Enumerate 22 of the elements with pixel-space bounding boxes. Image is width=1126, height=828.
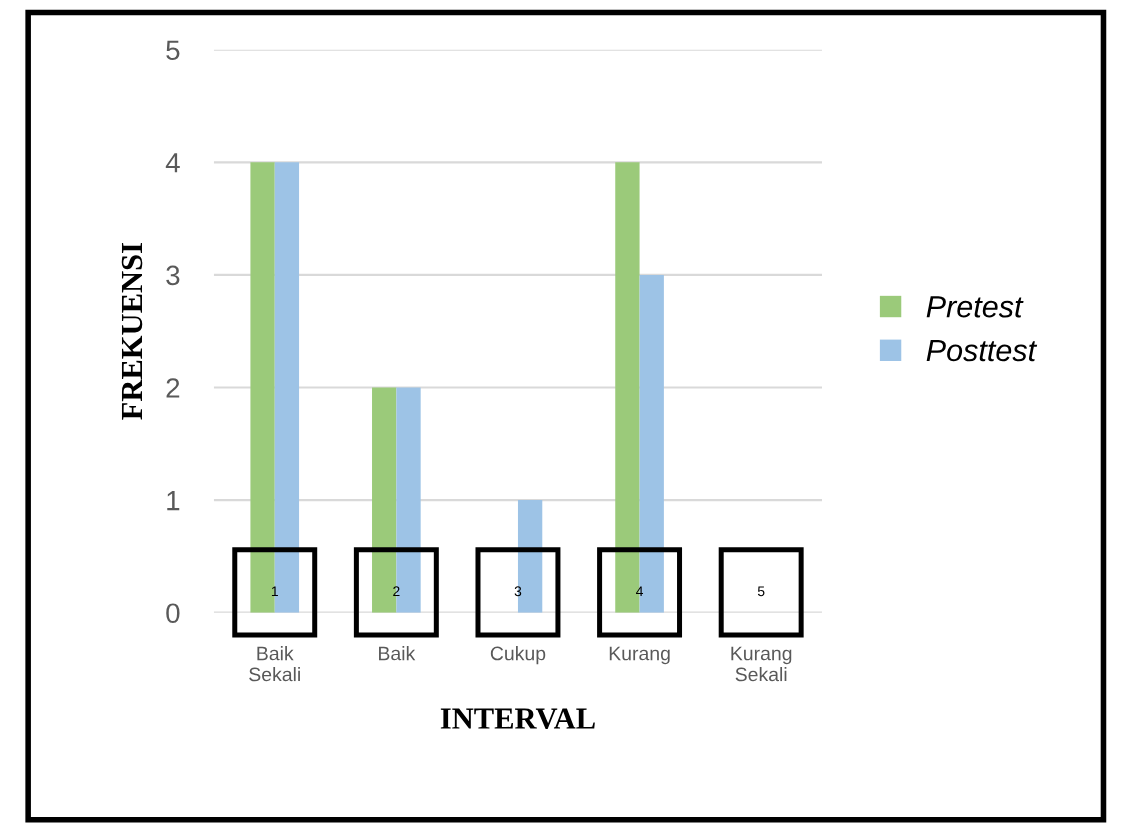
legend-label: Pretest xyxy=(926,296,1024,318)
bar xyxy=(250,162,275,613)
x-tick-label: Kurang Sekali xyxy=(731,646,792,682)
y-tick-label: 3 xyxy=(166,265,180,286)
y-tick-label: 4 xyxy=(165,153,180,173)
bar xyxy=(274,162,300,613)
y-tick-label: 0 xyxy=(166,603,180,624)
bar xyxy=(517,500,543,613)
x-tick-label: Baik Sekali xyxy=(249,646,300,682)
x-axis-title: INTERVAL xyxy=(440,708,595,730)
y-tick-label: 1 xyxy=(167,491,180,511)
x-tick-label: Kurang xyxy=(609,646,670,665)
bar xyxy=(639,274,664,613)
bar xyxy=(372,387,397,613)
y-axis-title: FREKUENSI xyxy=(121,243,143,420)
legend-label: Posttest xyxy=(926,339,1038,362)
y-tick-label: 2 xyxy=(166,378,180,398)
x-tick-label: Baik xyxy=(379,646,416,661)
bar xyxy=(615,162,640,613)
bar xyxy=(396,387,421,613)
y-tick-label: 5 xyxy=(166,40,180,61)
x-tick-label: Cukup xyxy=(490,646,546,665)
